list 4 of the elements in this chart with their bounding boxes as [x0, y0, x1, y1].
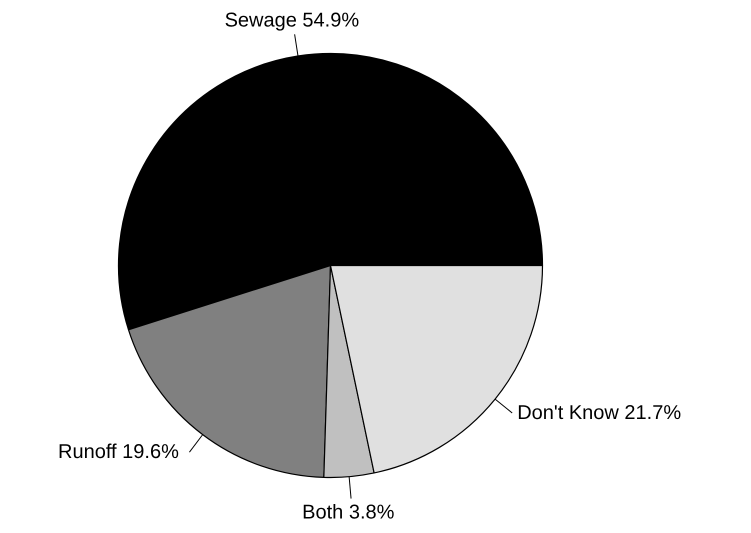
slice-label: Sewage 54.9% — [224, 9, 360, 32]
slice-label: Runoff 19.6% — [58, 441, 180, 464]
slice-label: Don't Know 21.7% — [517, 402, 682, 424]
slice-label: Both 3.8% — [302, 502, 395, 524]
